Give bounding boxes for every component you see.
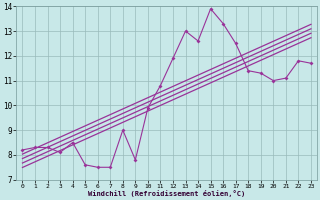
X-axis label: Windchill (Refroidissement éolien,°C): Windchill (Refroidissement éolien,°C) [88, 190, 245, 197]
